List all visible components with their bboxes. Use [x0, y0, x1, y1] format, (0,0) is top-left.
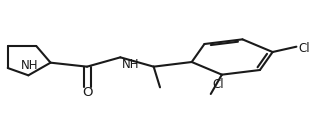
- Text: O: O: [82, 86, 92, 99]
- Text: NH: NH: [122, 58, 140, 71]
- Text: Cl: Cl: [298, 41, 310, 55]
- Text: Cl: Cl: [212, 78, 224, 91]
- Text: NH: NH: [21, 59, 39, 72]
